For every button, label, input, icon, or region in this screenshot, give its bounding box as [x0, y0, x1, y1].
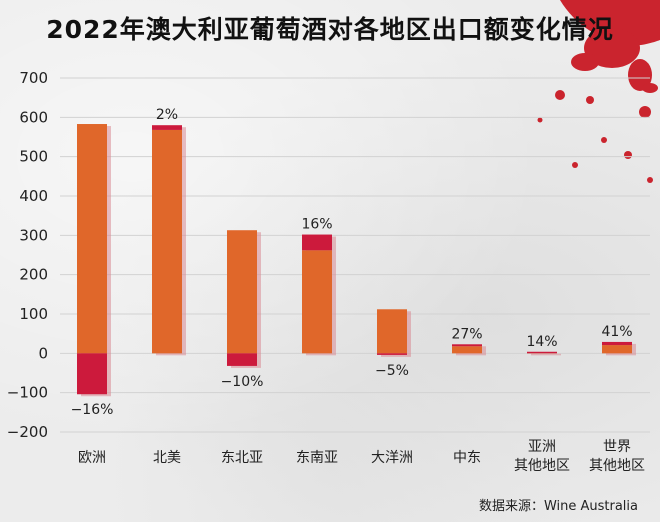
bar-change: [602, 341, 632, 346]
y-tick-label: −200: [7, 423, 48, 441]
data-labels: −16% 2% −10% 16% −5% 27% 14% 41%: [71, 107, 633, 418]
change-label: −16%: [71, 402, 114, 418]
bar-change: [377, 353, 407, 355]
category-label: 亚洲其他地区: [514, 439, 570, 474]
change-label: 2%: [156, 107, 178, 123]
category-label: 世界其他地区: [589, 439, 645, 474]
bar-change: [152, 125, 182, 130]
category-label: 大洋洲: [371, 450, 413, 466]
change-label: −10%: [221, 374, 264, 390]
y-tick-label: 500: [19, 148, 48, 166]
gridlines: [60, 77, 650, 433]
y-tick-label: 200: [19, 266, 48, 284]
change-label: −5%: [375, 363, 409, 379]
change-label: 27%: [451, 326, 482, 342]
y-axis-ticks: −200 −100 0 100 200 300 400 500 600 700: [7, 69, 48, 441]
bar-change: [227, 353, 257, 366]
bar-change: [527, 351, 557, 354]
category-label: 东北亚: [221, 450, 263, 466]
category-label: 东南亚: [296, 450, 338, 466]
category-label: 北美: [153, 450, 181, 466]
y-tick-label: 400: [19, 187, 48, 205]
change-label: 16%: [301, 217, 332, 233]
bar-base: [77, 124, 107, 354]
bar-shadow: [531, 353, 561, 356]
y-tick-label: 700: [19, 69, 48, 87]
bar-base: [602, 345, 632, 354]
y-tick-label: 300: [19, 226, 48, 244]
y-tick-label: 100: [19, 305, 48, 323]
bar-base: [377, 309, 407, 354]
y-tick-label: 600: [19, 108, 48, 126]
bar-base: [227, 230, 257, 354]
category-label: 欧洲: [78, 450, 106, 466]
bar-change: [452, 344, 482, 347]
bar-change: [302, 234, 332, 251]
chart-title: 2022年澳大利亚葡萄酒对各地区出口额变化情况: [46, 15, 614, 44]
bars: [77, 124, 636, 397]
source-note: 数据来源：Wine Australia: [478, 499, 638, 514]
y-tick-label: −100: [7, 384, 48, 402]
y-tick-label: 0: [38, 344, 48, 362]
bar-base: [152, 129, 182, 354]
category-label: 中东: [453, 450, 481, 466]
bar-base: [452, 346, 482, 354]
change-label: 14%: [526, 334, 557, 350]
bar-base: [302, 250, 332, 354]
change-label: 41%: [601, 324, 632, 340]
bar-change: [77, 353, 107, 395]
